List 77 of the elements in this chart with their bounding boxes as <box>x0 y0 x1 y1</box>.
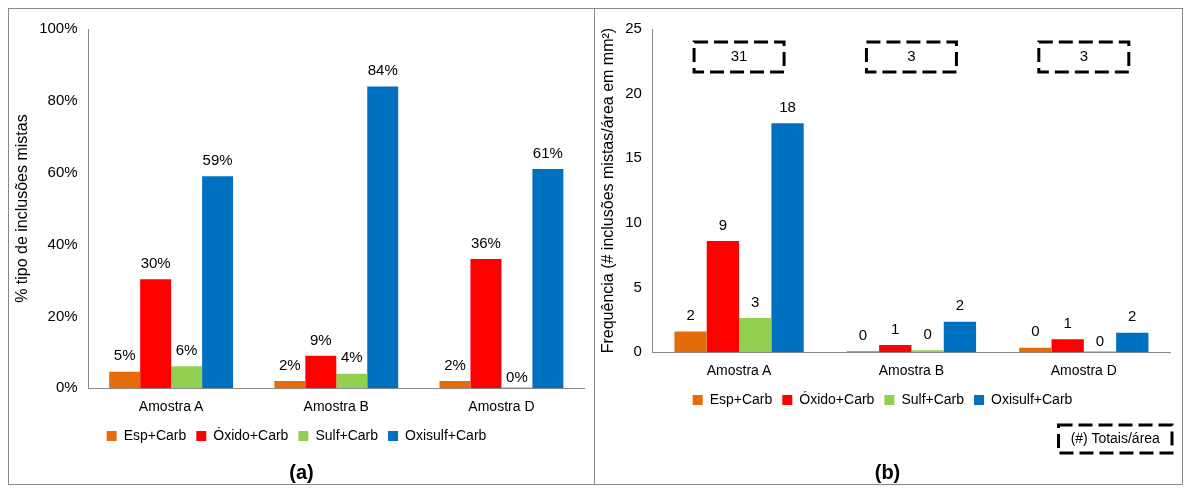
text: (#) Totais/área <box>1070 429 1161 446</box>
data-label: 61% <box>532 143 563 161</box>
data-label: 0 <box>1095 331 1105 349</box>
data-label: 0 <box>923 324 932 342</box>
legend-label: Sulf+Carb <box>315 426 379 443</box>
data-label: 0% <box>506 367 528 385</box>
x-tick-label: Amostra A <box>138 398 205 415</box>
y-tick-label: 100% <box>39 19 78 37</box>
bar <box>439 381 471 389</box>
data-label: 4% <box>340 348 363 366</box>
data-label: 0 <box>1031 322 1040 340</box>
legend-label: Esp+Carb <box>709 390 773 407</box>
data-label: 1 <box>1063 313 1072 331</box>
data-label: 18 <box>779 98 796 116</box>
bar <box>274 381 306 389</box>
bar <box>305 355 337 389</box>
data-label: 6% <box>175 340 198 358</box>
data-label: 36% <box>470 233 501 251</box>
data-label: 2% <box>444 355 466 373</box>
bar <box>336 373 368 389</box>
y-tick-label: 15 <box>625 148 642 166</box>
y-tick-label: 0 <box>633 342 642 360</box>
bar <box>202 176 234 389</box>
bar <box>109 371 141 389</box>
y-tick-label: 25 <box>625 19 642 37</box>
x-tick-label: Amostra D <box>1050 362 1117 379</box>
annotation: 3 <box>907 47 916 65</box>
y-axis-title: Frequência (# inclusões mistas/área em mm²) <box>599 27 617 354</box>
bar <box>706 241 740 353</box>
bar <box>140 279 172 389</box>
bar <box>879 345 912 353</box>
bar <box>470 258 502 389</box>
annotation: 3 <box>1079 47 1088 65</box>
data-label: 30% <box>140 254 171 271</box>
data-label: 2 <box>686 306 695 324</box>
data-label: 0 <box>858 325 868 343</box>
x-tick-label: Amostra A <box>706 362 773 379</box>
bar <box>943 321 977 353</box>
y-tick-label: 20 <box>625 83 642 101</box>
y-tick-label: 20% <box>47 306 78 324</box>
y-tick-label: 10 <box>625 213 642 231</box>
bar <box>532 169 564 389</box>
legend-label: Óxido+Carb <box>799 390 875 407</box>
legend-label: Óxido+Carb <box>213 426 289 443</box>
bar <box>367 86 399 389</box>
bar <box>171 366 203 389</box>
bar <box>1116 332 1149 353</box>
x-tick-label: Amostra B <box>303 398 369 415</box>
y-tick-label: 80% <box>47 90 78 108</box>
data-label: 9% <box>309 330 332 348</box>
text: (b) <box>873 460 902 484</box>
data-label: 2 <box>955 296 965 314</box>
data-label: 2 <box>1128 307 1137 325</box>
bar <box>1051 339 1084 353</box>
y-tick-label: 5 <box>633 277 642 295</box>
bar <box>674 331 707 353</box>
text: (a) <box>288 460 315 484</box>
data-label: 3 <box>751 292 760 310</box>
legend-label: Esp+Carb <box>123 426 187 443</box>
legend-label: Oxisulf+Carb <box>991 390 1073 407</box>
y-tick-label: 60% <box>47 162 78 180</box>
bar <box>771 123 804 353</box>
bar <box>739 317 772 353</box>
x-tick-label: Amostra D <box>468 398 535 415</box>
data-label: 1 <box>891 319 900 337</box>
data-label: 9 <box>718 215 728 233</box>
y-axis-title: % tipo de inclusões mistas <box>13 114 31 303</box>
y-tick-label: 0% <box>55 378 78 396</box>
data-label: 84% <box>367 61 398 79</box>
data-label: 5% <box>113 346 136 364</box>
annotation: 31 <box>730 47 748 65</box>
y-tick-label: 40% <box>47 234 78 252</box>
legend-label: Oxisulf+Carb <box>405 426 487 443</box>
data-label: 59% <box>202 150 233 168</box>
x-tick-label: Amostra B <box>878 362 945 379</box>
legend-label: Sulf+Carb <box>901 390 965 407</box>
data-label: 2% <box>278 355 301 373</box>
